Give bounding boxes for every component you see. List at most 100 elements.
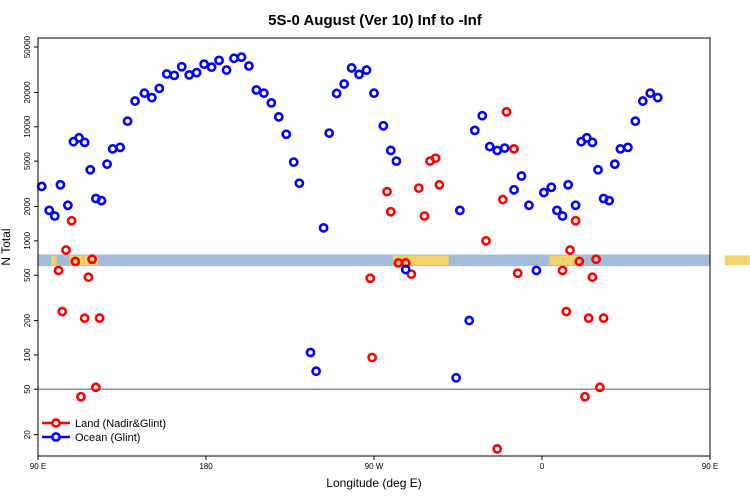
- data-point: [331, 88, 342, 99]
- data-point: [281, 129, 292, 140]
- data-point: [570, 215, 581, 226]
- data-point: [630, 116, 641, 127]
- legend: Land (Nadir&Glint) Ocean (Glint): [42, 418, 166, 444]
- data-point: [382, 186, 392, 197]
- data-point: [385, 206, 396, 217]
- data-point: [477, 110, 488, 121]
- legend-label: Ocean (Glint): [75, 432, 140, 444]
- data-point: [102, 159, 112, 170]
- data-point: [546, 182, 557, 193]
- y-axis-label: N Total: [0, 228, 13, 265]
- data-point: [419, 211, 430, 221]
- data-point: [587, 272, 598, 283]
- data-point: [85, 164, 96, 175]
- data-point: [244, 61, 254, 71]
- land-segment: [747, 255, 750, 266]
- data-point: [318, 222, 329, 233]
- legend-entry: Ocean (Glint): [42, 432, 140, 444]
- y-tick-label: 1000: [23, 231, 32, 249]
- y-tick-label: 100: [23, 348, 32, 362]
- y-axis: 20 50 100 200 500 1000 2000 5000 10000 20000 50000: [23, 35, 38, 439]
- data-point: [169, 70, 180, 81]
- x-axis: 90 E 180 90 W 0 90 E: [30, 456, 718, 471]
- data-point: [604, 195, 615, 206]
- data-point: [400, 264, 411, 275]
- data-point: [57, 306, 68, 317]
- data-point: [385, 145, 396, 156]
- data-point: [191, 67, 202, 78]
- data-point: [369, 88, 379, 99]
- data-point: [591, 254, 602, 265]
- data-point: [469, 125, 480, 136]
- data-point: [236, 52, 247, 63]
- land-segment: [724, 255, 748, 266]
- data-point: [311, 366, 322, 377]
- y-tick-label: 50: [23, 384, 32, 393]
- data-point: [74, 132, 84, 143]
- data-point: [563, 179, 574, 190]
- y-tick-label: 500: [23, 268, 32, 282]
- data-point: [139, 88, 150, 99]
- data-point: [36, 181, 47, 192]
- data-point: [484, 141, 495, 152]
- data-point: [565, 245, 575, 255]
- data-point: [288, 157, 299, 168]
- data-point: [199, 59, 210, 70]
- x-tick-label: 90 E: [30, 462, 46, 471]
- data-point: [430, 153, 441, 164]
- data-point: [361, 65, 372, 75]
- data-point: [538, 187, 549, 198]
- y-tick-label: 50000: [23, 35, 32, 58]
- data-point: [581, 132, 592, 143]
- data-point: [44, 205, 55, 216]
- data-point: [273, 112, 284, 122]
- data-point: [652, 92, 663, 103]
- data-point: [512, 268, 523, 279]
- data-point: [481, 235, 491, 246]
- data-point: [346, 63, 357, 73]
- data-point: [451, 372, 462, 383]
- data-point: [49, 211, 60, 221]
- x-tick-label: 90 W: [365, 462, 384, 471]
- data-point: [413, 183, 424, 193]
- y-tick-label: 20: [23, 430, 32, 439]
- data-point: [294, 178, 305, 189]
- data-point: [499, 143, 510, 154]
- chart-title: 5S-0 August (Ver 10) Inf to -Inf: [268, 12, 483, 29]
- data-point: [107, 143, 118, 154]
- data-point: [598, 313, 609, 324]
- data-points: [36, 52, 663, 454]
- y-tick-label: 2000: [23, 197, 32, 215]
- data-point: [615, 143, 626, 154]
- data-point: [492, 145, 503, 156]
- x-tick-label: 90 E: [702, 462, 718, 471]
- data-point: [79, 137, 90, 148]
- data-point: [184, 69, 195, 80]
- data-point: [406, 269, 417, 280]
- data-point: [79, 313, 90, 324]
- data-point: [161, 69, 172, 79]
- data-point: [531, 265, 542, 276]
- data-point: [516, 171, 527, 181]
- data-point: [378, 120, 389, 131]
- data-point: [115, 142, 126, 153]
- data-point: [501, 107, 512, 117]
- data-point: [53, 265, 64, 276]
- land-segment: [392, 255, 449, 266]
- data-point: [96, 195, 107, 206]
- y-tick-label: 200: [23, 313, 32, 327]
- data-point: [176, 61, 187, 72]
- data-point: [365, 273, 376, 284]
- data-point: [305, 347, 316, 358]
- data-point: [557, 211, 568, 221]
- series-ocean: [36, 52, 663, 383]
- data-point: [206, 62, 217, 73]
- legend-marker: [51, 432, 61, 442]
- data-point: [492, 444, 503, 454]
- data-point: [154, 83, 165, 94]
- data-point: [570, 200, 581, 211]
- y-tick-label: 5000: [23, 152, 32, 170]
- data-point: [593, 164, 603, 175]
- data-point: [454, 205, 465, 216]
